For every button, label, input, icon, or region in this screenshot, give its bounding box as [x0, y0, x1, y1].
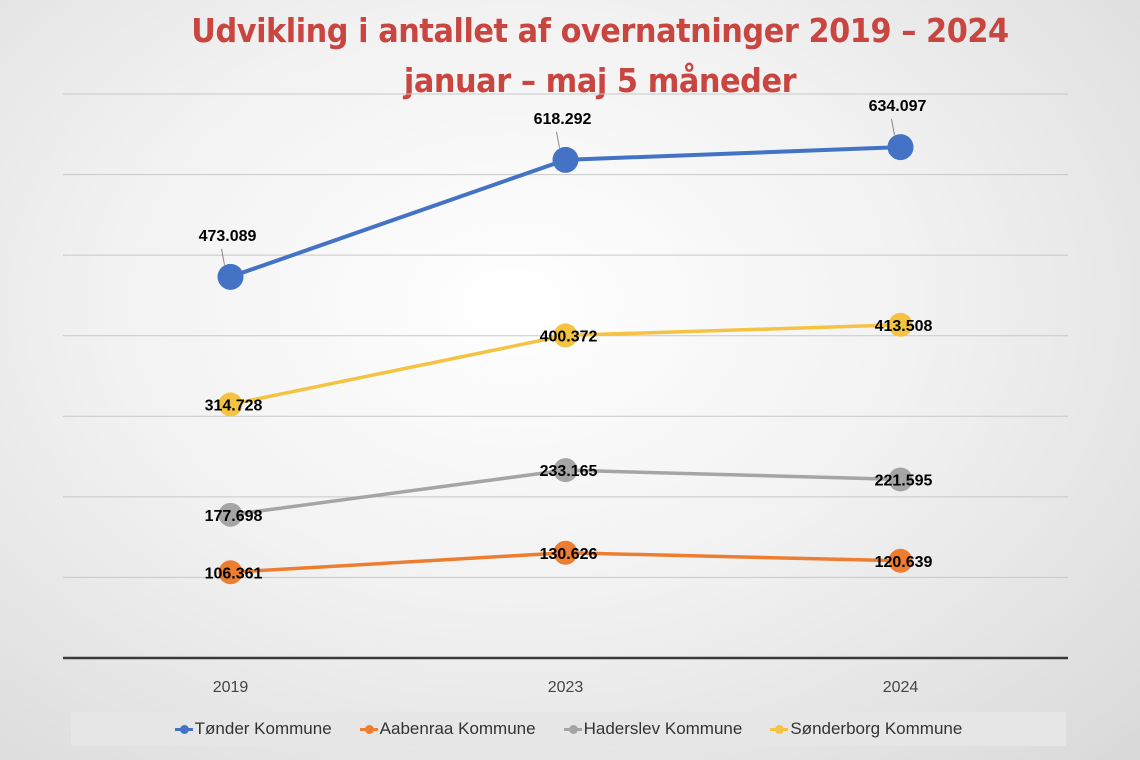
data-label: 233.165: [540, 463, 598, 480]
data-label: 413.508: [875, 318, 933, 335]
legend-label: Tønder Kommune: [194, 719, 332, 738]
data-label: 634.097: [869, 98, 927, 115]
x-tick-label: 2023: [548, 679, 584, 696]
chart-title-line-1: Udvikling i antallet af overnatninger 20…: [191, 11, 1009, 50]
data-point: [887, 134, 914, 161]
data-point: [218, 392, 243, 417]
legend-line-marker-icon: [770, 724, 789, 734]
x-tick-label: 2019: [213, 679, 249, 696]
data-label: 314.728: [205, 397, 263, 414]
legend-line-marker-icon: [563, 724, 582, 734]
legend-line-marker-icon: [359, 724, 378, 734]
chart-title: Udvikling i antallet af overnatninger 20…: [60, 6, 1140, 106]
data-label: 618.292: [534, 111, 592, 128]
data-point: [553, 458, 578, 483]
data-point: [553, 540, 578, 565]
data-point: [888, 467, 913, 492]
legend-label: Haderslev Kommune: [583, 719, 743, 738]
data-label: 473.089: [199, 228, 257, 245]
leader-line: [891, 119, 895, 136]
data-label: 400.372: [540, 328, 598, 345]
data-label: 130.626: [540, 546, 598, 563]
data-point: [552, 146, 579, 173]
data-point: [888, 548, 913, 573]
legend-item: Aabenraa Kommune: [359, 719, 536, 739]
data-point: [218, 502, 243, 527]
legend-line-marker-icon: [174, 724, 193, 734]
leader-line: [556, 131, 560, 148]
x-tick-label: 2024: [883, 679, 919, 696]
legend-item: Sønderborg Kommune: [770, 719, 962, 739]
data-label: 177.698: [205, 508, 263, 525]
legend-label: Sønderborg Kommune: [790, 719, 963, 738]
data-point: [217, 263, 244, 290]
data-point: [218, 560, 243, 585]
legend-item: Tønder Kommune: [174, 719, 332, 739]
legend-label: Aabenraa Kommune: [379, 719, 536, 738]
data-point: [553, 323, 578, 348]
data-label: 221.595: [875, 472, 933, 489]
data-label: 120.639: [875, 554, 933, 571]
legend-item: Haderslev Kommune: [563, 719, 743, 739]
data-label: 106.361: [205, 565, 263, 582]
leader-line: [221, 248, 225, 265]
legend: Tønder Kommune Aabenraa Kommune Haderslev …: [71, 712, 1066, 746]
data-point: [888, 312, 913, 337]
